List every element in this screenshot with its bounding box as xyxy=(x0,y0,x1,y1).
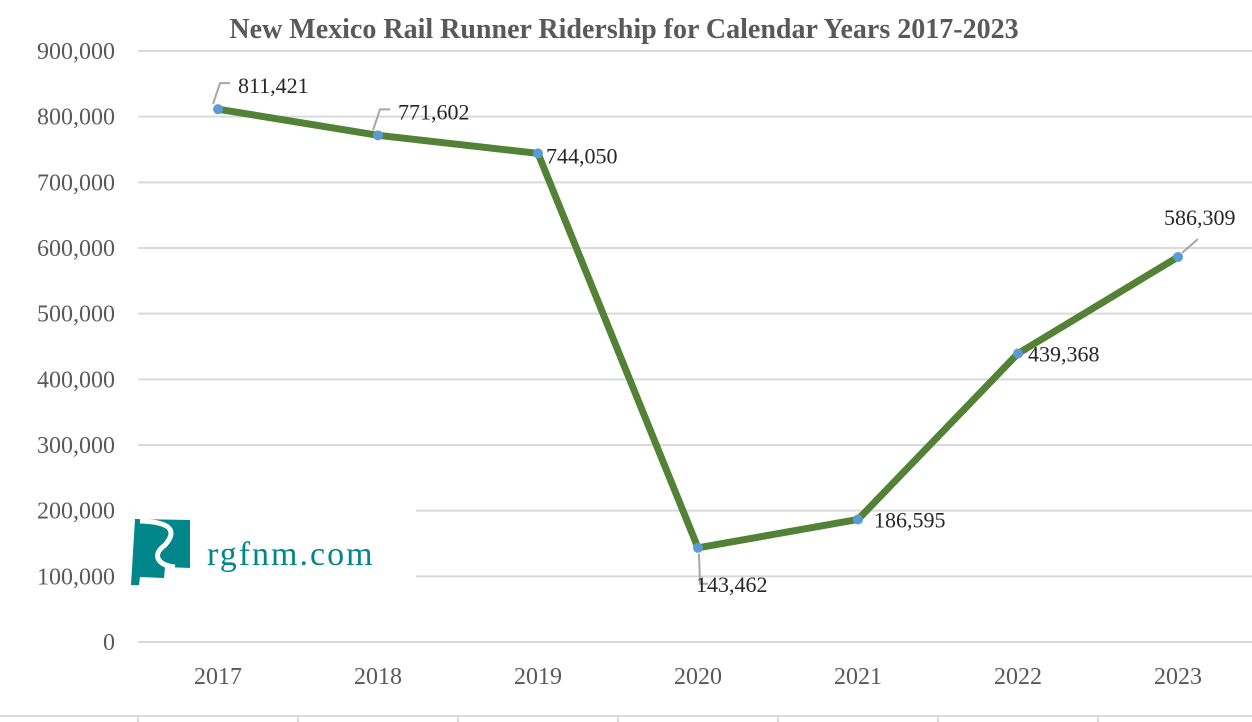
y-tick-label: 600,000 xyxy=(37,236,115,262)
data-point xyxy=(1173,251,1183,262)
y-tick-label: 300,000 xyxy=(37,433,115,459)
y-tick-label: 400,000 xyxy=(37,367,115,393)
x-tick-label: 2023 xyxy=(1154,664,1202,690)
rgfnm-logo: rgfnm.com xyxy=(126,505,416,593)
ridership-line xyxy=(217,105,1180,552)
data-label: 586,309 xyxy=(1164,205,1236,230)
data-point xyxy=(373,130,383,141)
data-label: 186,595 xyxy=(874,507,946,532)
data-point xyxy=(1013,348,1023,359)
leader-line xyxy=(212,82,230,105)
data-point xyxy=(213,104,223,115)
data-label: 744,050 xyxy=(546,143,618,168)
y-tick-label: 900,000 xyxy=(37,39,115,65)
data-point xyxy=(533,148,543,159)
x-tick-label: 2020 xyxy=(674,664,722,690)
data-label: 439,368 xyxy=(1028,341,1100,366)
data-point xyxy=(853,514,863,525)
y-tick-label: 100,000 xyxy=(37,564,115,590)
y-tick-label: 0 xyxy=(103,630,115,656)
y-tick-label: 500,000 xyxy=(37,302,115,328)
data-label: 771,602 xyxy=(398,99,470,124)
y-tick-label: 200,000 xyxy=(37,499,115,525)
leader-line xyxy=(698,553,708,585)
logo-text: rgfnm.com xyxy=(207,536,375,573)
chart-title: New Mexico Rail Runner Ridership for Cal… xyxy=(229,14,1018,45)
data-label: 811,421 xyxy=(238,73,309,98)
x-tick-label: 2017 xyxy=(194,664,242,690)
x-tick-label: 2021 xyxy=(834,664,882,690)
y-tick-label: 700,000 xyxy=(37,170,115,196)
data-point xyxy=(693,542,703,553)
y-tick-label: 800,000 xyxy=(37,105,115,131)
x-tick-label: 2018 xyxy=(354,664,402,690)
x-tick-label: 2022 xyxy=(994,664,1042,690)
x-tick-label: 2019 xyxy=(514,664,562,690)
data-label: 143,462 xyxy=(696,572,768,597)
leader-line xyxy=(372,108,390,131)
leader-line xyxy=(1181,238,1199,254)
